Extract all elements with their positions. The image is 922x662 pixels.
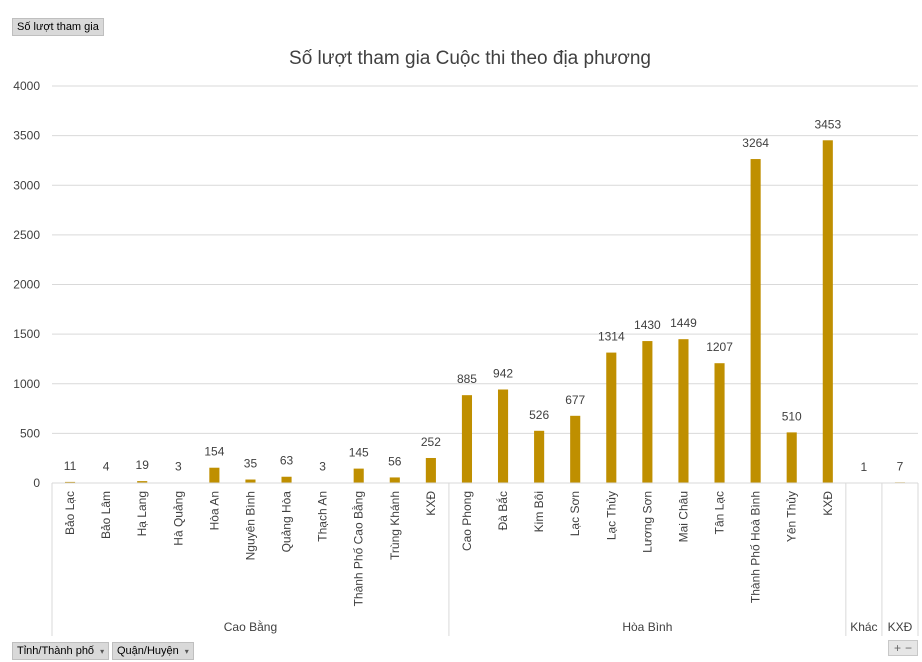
- data-label: 1207: [706, 340, 733, 354]
- group-label: Hòa Bình: [622, 620, 672, 634]
- x-tick-label: Tân Lạc: [713, 491, 727, 534]
- y-tick-label: 4000: [13, 79, 40, 93]
- data-label: 3264: [742, 136, 769, 150]
- x-tick-label: KXĐ: [821, 491, 835, 516]
- dropdown-arrow-icon: ▾: [184, 647, 189, 656]
- x-tick-label: Lương Sơn: [640, 491, 654, 553]
- bar: [534, 430, 545, 483]
- y-tick-label: 500: [20, 426, 40, 440]
- bar: [425, 457, 436, 483]
- bar: [461, 395, 473, 483]
- bar: [786, 432, 797, 483]
- x-tick-label: Kim Bôi: [532, 491, 546, 532]
- chart-title: Số lượt tham gia Cuộc thi theo địa phươn…: [289, 48, 651, 69]
- bar: [642, 341, 653, 483]
- x-tick-label: Nguyên Bình: [243, 491, 257, 560]
- axis-field-label: Tỉnh/Thành phố: [17, 645, 95, 657]
- x-tick-label: Hạ Lang: [135, 491, 149, 536]
- axis-field-button-district[interactable]: Quận/Huyện ▾: [112, 642, 194, 660]
- bar: [389, 477, 400, 483]
- y-tick-label: 2000: [13, 278, 40, 292]
- x-tick-label: Trùng Khánh: [388, 491, 402, 560]
- group-label: Cao Bằng: [224, 619, 277, 634]
- data-label: 1449: [670, 316, 697, 330]
- data-label: 510: [782, 409, 802, 423]
- data-label: 7: [897, 459, 904, 473]
- data-label: 1314: [598, 330, 625, 344]
- group-label: Khác: [850, 620, 877, 634]
- data-label: 942: [493, 367, 513, 381]
- x-tick-label: Lạc Thủy: [604, 491, 618, 540]
- bar: [750, 159, 761, 483]
- value-field-button[interactable]: Số lượt tham gia: [12, 18, 104, 36]
- data-label: 3: [319, 460, 326, 474]
- bar: [497, 389, 509, 483]
- data-label: 63: [280, 454, 294, 468]
- x-tick-label: Thạch An: [316, 491, 330, 542]
- zoom-controls: + −: [887, 640, 918, 656]
- axis-field-button-province[interactable]: Tỉnh/Thành phố ▾: [12, 642, 110, 660]
- x-tick-label: Yên Thủy: [785, 491, 799, 542]
- bar: [353, 468, 364, 483]
- y-tick-label: 1000: [13, 377, 40, 391]
- data-label: 252: [421, 435, 441, 449]
- x-tick-label: Thành Phố Hoà Bình: [749, 491, 763, 603]
- x-tick-label: KXĐ: [424, 491, 438, 516]
- data-label: 3: [175, 460, 182, 474]
- bar: [245, 479, 256, 483]
- bar: [714, 363, 725, 483]
- bar: [678, 339, 689, 483]
- data-label: 3453: [814, 117, 841, 131]
- x-tick-label: Bảo Lạc: [63, 491, 77, 535]
- y-tick-label: 2500: [13, 228, 40, 242]
- data-label: 19: [136, 458, 150, 472]
- bar: [209, 467, 220, 483]
- data-label: 885: [457, 372, 477, 386]
- bar: [64, 481, 76, 483]
- y-tick-label: 1500: [13, 327, 40, 341]
- x-tick-label: Cao Phong: [460, 491, 474, 551]
- y-tick-label: 0: [33, 476, 40, 490]
- data-label: 526: [529, 408, 549, 422]
- data-label: 1430: [634, 318, 661, 332]
- dropdown-arrow-icon: ▾: [100, 647, 105, 656]
- group-label: KXĐ: [888, 620, 913, 634]
- data-label: 145: [349, 446, 369, 460]
- y-tick-label: 3000: [13, 178, 40, 192]
- data-label: 11: [64, 459, 77, 473]
- data-label: 4: [103, 460, 110, 474]
- data-label: 56: [388, 454, 402, 468]
- y-tick-label: 3500: [13, 129, 40, 143]
- bar: [137, 481, 148, 483]
- x-tick-label: Đà Bắc: [495, 491, 510, 530]
- data-label: 35: [244, 457, 258, 471]
- x-tick-label: Quảng Hòa: [280, 491, 294, 553]
- bar: [822, 140, 833, 484]
- x-tick-label: Thành Phố Cao Bằng: [351, 491, 366, 606]
- bar: [606, 352, 617, 483]
- data-label: 1: [861, 460, 868, 474]
- data-label: 677: [565, 393, 585, 407]
- bar: [570, 415, 581, 483]
- axis-field-label: Quận/Huyện: [117, 645, 179, 657]
- zoom-in-button[interactable]: +: [893, 641, 901, 655]
- value-field-label: Số lượt tham gia: [17, 21, 99, 33]
- x-tick-label: Mai Châu: [676, 491, 690, 542]
- x-tick-label: Lạc Sơn: [568, 491, 582, 536]
- zoom-out-button[interactable]: −: [904, 641, 912, 655]
- data-label: 154: [204, 445, 224, 459]
- x-tick-label: Bảo Lâm: [99, 491, 113, 539]
- x-tick-label: Hòa An: [207, 491, 221, 530]
- x-tick-label: Hà Quảng: [171, 491, 185, 546]
- bar: [281, 476, 292, 483]
